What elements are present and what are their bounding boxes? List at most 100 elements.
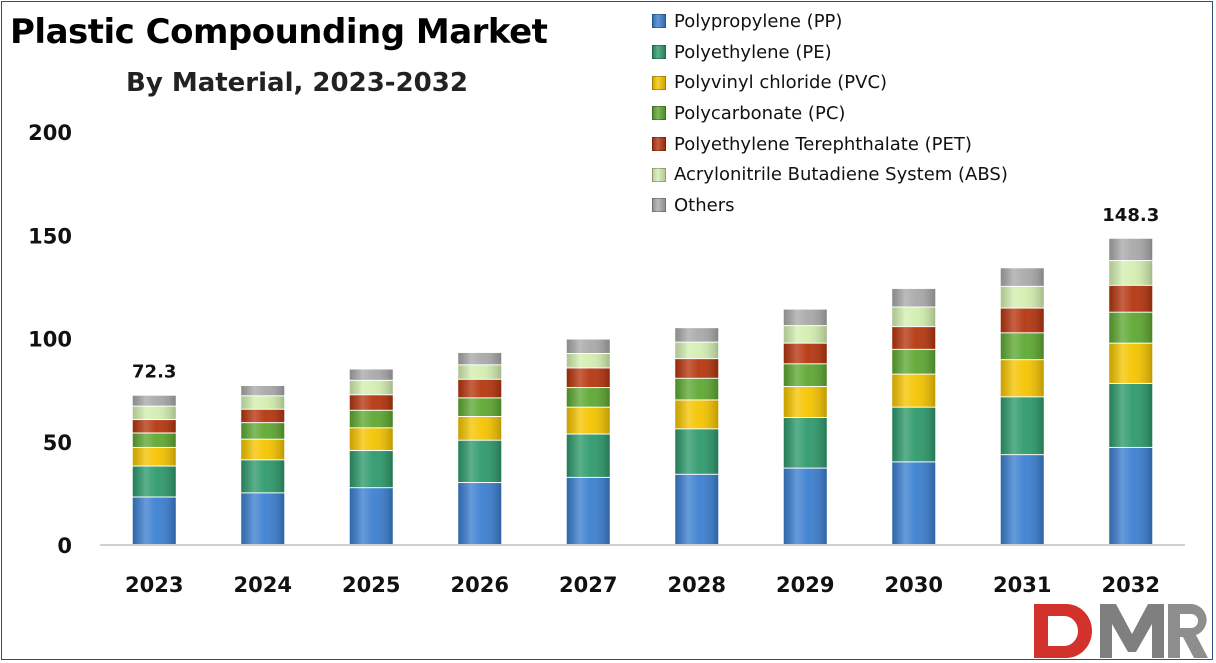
- bar-segment-shading: [241, 493, 285, 544]
- y-tick-label: 50: [43, 431, 72, 455]
- data-label: 72.3: [132, 362, 176, 383]
- legend-label: Polyethylene Terephthalate (PET): [674, 133, 972, 155]
- bar-segment-shading: [241, 439, 285, 460]
- bar-segment-shading: [566, 407, 610, 434]
- bar-segment-shading: [566, 434, 610, 477]
- bar-segment-shading: [783, 364, 827, 387]
- bar-segment-shading: [132, 406, 176, 420]
- x-axis: 2023 2024 2025 2026 2027 2028 2029 2030 2031 2032: [100, 544, 1185, 597]
- bar-segment-shading: [349, 410, 393, 428]
- bar-segment-shading: [132, 497, 176, 544]
- bar-stack-2024: [241, 385, 285, 544]
- bar-segment-shading: [1109, 312, 1153, 343]
- x-tick-label: 2023: [125, 573, 183, 597]
- bar-segment-shading: [1000, 397, 1044, 455]
- bar-segment-shading: [892, 349, 936, 374]
- bar-segment-shading: [349, 380, 393, 395]
- bar-segment-shading: [458, 379, 502, 398]
- bar-stack-2027: [566, 339, 610, 544]
- bar-segment-shading: [1109, 343, 1153, 383]
- bar-segment-shading: [349, 451, 393, 488]
- data-label: 148.3: [1102, 205, 1159, 226]
- bar-segment-shading: [241, 409, 285, 423]
- y-axis: 0 50 100 150 200: [28, 121, 72, 558]
- bar-segment-shading: [349, 488, 393, 544]
- bar-segment-shading: [241, 396, 285, 409]
- bar-segment-shading: [566, 339, 610, 353]
- bar-segment-shading: [1109, 238, 1153, 261]
- bar-stack-2031: [1000, 268, 1044, 544]
- bar-segment-shading: [458, 352, 502, 365]
- legend-label: Polypropylene (PP): [674, 10, 843, 32]
- bar-segment-shading: [675, 474, 719, 544]
- legend-item: Polycarbonate (PC): [652, 98, 1008, 129]
- bar-stack-2029: [783, 309, 827, 544]
- y-tick-label: 100: [28, 328, 72, 352]
- bar-segment-shading: [458, 440, 502, 483]
- bar-segment-shading: [241, 385, 285, 396]
- bar-segment-shading: [783, 418, 827, 468]
- legend-label: Polyvinyl chloride (PVC): [674, 72, 888, 94]
- legend-label: Polyethylene (PE): [674, 41, 832, 63]
- x-tick-label: 2031: [993, 573, 1051, 597]
- y-tick-label: 150: [28, 224, 72, 248]
- y-tick-label: 0: [57, 534, 72, 558]
- legend-swatch: [652, 137, 666, 152]
- bar-stack-2023: [132, 395, 176, 544]
- bar-segment-shading: [1000, 286, 1044, 308]
- x-tick-label: 2027: [559, 573, 617, 597]
- bar-segment-shading: [458, 416, 502, 440]
- legend-label: Acrylonitrile Butadiene System (ABS): [674, 164, 1008, 186]
- bar-segment-shading: [132, 433, 176, 447]
- bar-segment-shading: [566, 477, 610, 544]
- bar-segment-shading: [783, 343, 827, 364]
- bar-segment-shading: [675, 378, 719, 400]
- bar-segment-shading: [892, 374, 936, 407]
- bar-segment-shading: [892, 327, 936, 349]
- bar-stack-2030: [892, 288, 936, 544]
- legend-swatch: [652, 75, 666, 90]
- bar-segment-shading: [892, 288, 936, 307]
- bars: [132, 238, 1153, 544]
- bar-segment-shading: [1109, 383, 1153, 447]
- x-tick-label: 2024: [234, 573, 292, 597]
- bar-segment-shading: [349, 369, 393, 380]
- y-tick-label: 200: [28, 121, 72, 145]
- bar-segment-shading: [783, 468, 827, 544]
- dmr-logo: [1034, 604, 1208, 658]
- chart-subtitle: By Material, 2023-2032: [126, 68, 468, 98]
- legend-swatch: [652, 45, 666, 60]
- bar-segment-shading: [458, 483, 502, 544]
- bar-segment-shading: [675, 429, 719, 474]
- bar-stack-2025: [349, 369, 393, 544]
- bar-segment-shading: [1109, 447, 1153, 544]
- x-tick-label: 2026: [451, 573, 509, 597]
- bar-segment-shading: [566, 368, 610, 388]
- bar-segment-shading: [458, 398, 502, 416]
- legend-item: Others: [652, 190, 1008, 221]
- bar-segment-shading: [1000, 268, 1044, 286]
- bar-segment-shading: [1000, 333, 1044, 360]
- bar-segment-shading: [241, 423, 285, 439]
- legend-item: Polypropylene (PP): [652, 6, 1008, 37]
- legend-label: Others: [674, 194, 735, 216]
- legend-item: Acrylonitrile Butadiene System (ABS): [652, 159, 1008, 190]
- bar-segment-shading: [783, 326, 827, 343]
- bar-segment-shading: [566, 388, 610, 407]
- bar-segment-shading: [675, 328, 719, 342]
- x-tick-label: 2025: [342, 573, 400, 597]
- bar-segment-shading: [1109, 261, 1153, 285]
- bar-segment-shading: [675, 400, 719, 429]
- x-tick-label: 2029: [776, 573, 834, 597]
- bar-segment-shading: [1109, 285, 1153, 312]
- x-tick-label: 2028: [668, 573, 726, 597]
- bar-segment-shading: [1000, 308, 1044, 333]
- legend-swatch: [652, 14, 666, 29]
- bar-segment-shading: [892, 407, 936, 462]
- x-tick-label: 2032: [1102, 573, 1160, 597]
- legend-item: Polyethylene Terephthalate (PET): [652, 129, 1008, 160]
- legend-item: Polyethylene (PE): [652, 37, 1008, 68]
- legend-swatch: [652, 198, 666, 213]
